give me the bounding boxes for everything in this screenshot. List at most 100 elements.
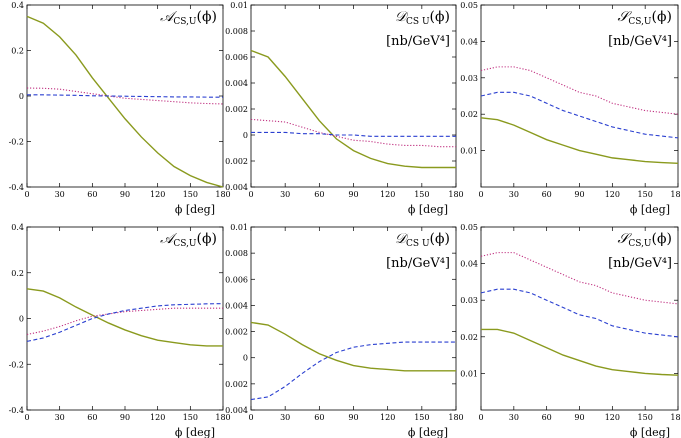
y-tick-label: 0.2 — [11, 47, 24, 56]
x-tick-label: 90 — [348, 190, 358, 199]
x-tick-label: 30 — [509, 190, 519, 199]
y-tick-label: 0 — [19, 92, 24, 101]
panel-title: 𝒜CS,U(ϕ) — [160, 231, 217, 249]
title-argument: (ϕ) — [197, 9, 217, 25]
x-tick-label: 0 — [478, 413, 483, 422]
plot-frame — [250, 226, 457, 411]
y-tick-label: 0.04 — [460, 260, 478, 269]
y-tick-label: 0.01 — [460, 147, 478, 156]
x-tick-label: 0 — [24, 413, 29, 422]
y-tick-label: 0.008 — [225, 249, 248, 258]
title-symbol: 𝒟 — [395, 231, 409, 247]
x-tick-label: 60 — [542, 413, 552, 422]
series-line — [480, 66, 679, 115]
title-symbol: 𝒟 — [395, 9, 409, 25]
plot-frame — [250, 4, 457, 188]
y-tick-label: 0.002 — [225, 328, 248, 337]
x-tick-label: 120 — [150, 190, 165, 199]
panel-title: 𝒮CS,U(ϕ) — [618, 231, 673, 249]
y-tick-label: 0.002 — [225, 105, 248, 114]
x-tick-label: 150 — [414, 413, 429, 422]
x-tick-label: 30 — [280, 190, 290, 199]
plot-frame — [480, 4, 679, 188]
title-argument: (ϕ) — [652, 231, 672, 247]
panel-title: 𝒟CS U(ϕ) — [395, 231, 450, 249]
x-tick-label: 30 — [280, 413, 290, 422]
x-tick-label: 90 — [348, 413, 358, 422]
y-tick-label: -0.4 — [9, 406, 24, 415]
x-tick-label: 150 — [183, 413, 198, 422]
y-tick-label: 0.03 — [460, 74, 478, 83]
title-subscript: CS,U — [173, 17, 197, 27]
x-axis-label: ϕ [deg] — [630, 426, 670, 438]
x-tick-label: 180 — [670, 190, 681, 199]
panel-title: 𝒜CS,U(ϕ) — [160, 9, 217, 27]
title-argument: (ϕ) — [430, 9, 450, 25]
series-line — [251, 131, 456, 137]
series-line — [26, 303, 224, 342]
x-tick-label: 180 — [448, 413, 463, 422]
panel: 0.004 0.002 0 0.002 0.004 0.006 0.008 0.01 0 30 60… — [225, 1, 464, 216]
y-tick-label: 0 — [243, 354, 248, 363]
title-argument: (ϕ) — [652, 9, 672, 25]
y-tick-label: 0.006 — [225, 53, 248, 62]
panel: 0.004 0.002 0 0.002 0.004 0.006 0.008 0.01 0 30 60… — [225, 223, 464, 438]
panel-title: 𝒮CS,U(ϕ) — [618, 9, 673, 27]
y-tick-label: 0.004 — [225, 301, 248, 310]
x-tick-label: 90 — [120, 190, 130, 199]
y-tick-label: 0.01 — [460, 369, 478, 378]
x-axis-label: ϕ [deg] — [175, 426, 215, 438]
series-line — [250, 321, 456, 372]
series-line — [250, 118, 456, 148]
x-tick-label: 0 — [24, 190, 29, 199]
x-tick-label: 150 — [414, 190, 429, 199]
x-tick-label: 90 — [574, 413, 584, 422]
y-tick-label: 0.004 — [225, 406, 248, 415]
series-line — [250, 49, 456, 169]
x-tick-label: 60 — [87, 190, 97, 199]
y-tick-label: 0.04 — [460, 37, 478, 46]
y-tick-label: 0.002 — [225, 157, 248, 166]
units: [nb/GeV⁴] — [386, 34, 450, 49]
series-line — [26, 288, 223, 347]
series-line — [26, 307, 223, 336]
plot-frame — [26, 226, 224, 411]
title-subscript: CS,U — [628, 17, 652, 27]
plot-frame — [480, 226, 679, 411]
series-line — [27, 94, 223, 98]
y-tick-label: 0.004 — [225, 79, 248, 88]
y-tick-label: 0.01 — [230, 223, 248, 232]
y-tick-label: 0.004 — [225, 183, 248, 192]
units: [nb/GeV⁴] — [386, 256, 450, 271]
x-tick-label: 180 — [670, 413, 681, 422]
y-tick-label: -0.2 — [9, 138, 24, 147]
y-tick-label: -0.2 — [9, 360, 24, 369]
x-tick-label: 0 — [478, 190, 483, 199]
title-argument: (ϕ) — [430, 231, 450, 247]
title-symbol: 𝒜 — [160, 9, 177, 25]
y-tick-label: 0.05 — [460, 1, 478, 10]
title-argument: (ϕ) — [197, 231, 217, 247]
y-tick-label: 0.03 — [460, 296, 478, 305]
x-axis-label: ϕ [deg] — [408, 203, 448, 216]
x-tick-label: 120 — [605, 190, 620, 199]
x-tick-label: 60 — [314, 413, 324, 422]
x-tick-label: 180 — [215, 413, 230, 422]
x-tick-label: 150 — [638, 190, 653, 199]
series-line — [250, 341, 456, 401]
y-tick-label: 0.008 — [225, 27, 248, 36]
x-tick-label: 0 — [248, 413, 253, 422]
x-tick-label: 30 — [55, 190, 65, 199]
x-tick-label: 90 — [120, 413, 130, 422]
y-tick-label: -0.4 — [9, 183, 24, 192]
title-subscript: CS,U — [173, 239, 197, 249]
x-tick-label: 120 — [150, 413, 165, 422]
units: [nb/GeV⁴] — [608, 256, 672, 271]
title-subscript: CS U — [406, 239, 430, 249]
title-subscript: CS,U — [628, 239, 652, 249]
y-tick-label: 0.002 — [225, 380, 248, 389]
panel-title: 𝒟CS U(ϕ) — [395, 9, 450, 27]
